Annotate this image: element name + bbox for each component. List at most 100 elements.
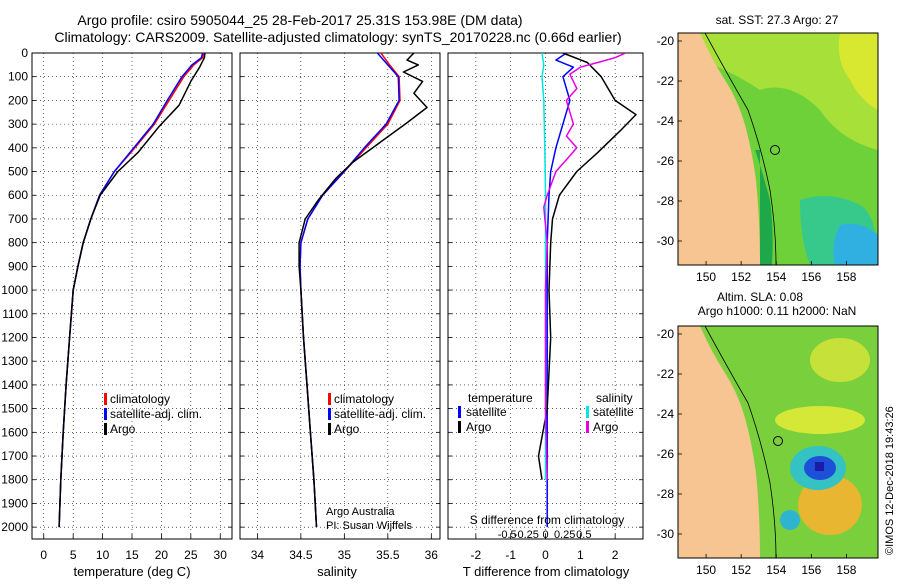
temperature-x-label: temperature (deg C) xyxy=(73,564,190,579)
salinity-legend: climatology satellite-adj. clim. Argo xyxy=(328,392,426,436)
sst-cold-patch xyxy=(833,223,878,265)
legend-s-satellite: satellite xyxy=(593,405,634,419)
legend-temperature-title: temperature xyxy=(468,391,533,405)
sla-depth-contour xyxy=(704,326,777,558)
depth-tick-label: 1700 xyxy=(1,449,28,463)
legend-swatch-s-satellite xyxy=(586,406,589,418)
depth-tick-label: 1100 xyxy=(2,307,28,321)
sst-map-title: sat. SST: 27.3 Argo: 27 xyxy=(716,13,839,27)
x-tick-label: 34 xyxy=(251,548,265,562)
salinity-panel: 34 34.5 35 35.5 36 salinity climatology sate… xyxy=(239,52,441,579)
x-tick-label: 25 xyxy=(184,548,198,562)
x-tick-label: 34.5 xyxy=(289,548,313,562)
title-line-1: Argo profile: csiro 5905044_25 28-Feb-20… xyxy=(77,12,522,28)
map-x-tick-label: 154 xyxy=(766,563,786,577)
map-x-tick-label: 156 xyxy=(801,270,821,284)
depth-tick-label: 100 xyxy=(8,70,28,84)
x-tick-label: 20 xyxy=(155,548,169,562)
legend-swatch-s-argo xyxy=(586,421,589,433)
series-argo xyxy=(298,53,428,528)
difference-legend-temperature: temperature satellite Argo xyxy=(458,391,533,434)
legend-salinity-title: salinity xyxy=(596,391,633,405)
difference-panel: -2 -1 0 1 2 -0.5-0.25 0 0.25 0.5 T difference f… xyxy=(447,52,644,579)
map-x-tick-label: 150 xyxy=(696,270,716,284)
depth-tick-label: 1800 xyxy=(1,473,28,487)
s-diff-tick-label: 0 xyxy=(542,529,548,541)
sla-map-title-1: Altim. SLA: 0.08 xyxy=(717,290,803,304)
x-tick-label: 10 xyxy=(96,548,110,562)
imos-watermark: ©IMOS 12-Dec-2018 19:43:26 xyxy=(884,406,896,555)
sla-map-title-2: Argo h1000: 0.11 h2000: NaN xyxy=(698,304,857,318)
series-s-argo xyxy=(543,53,626,480)
map-x-tick-label: 152 xyxy=(731,563,751,577)
salinity-x-label: salinity xyxy=(317,564,357,579)
map-y-tick-label: -26 xyxy=(657,447,675,461)
legend-swatch-argo xyxy=(104,423,107,435)
sla-orange xyxy=(798,475,862,535)
sla-low-2 xyxy=(780,510,800,530)
legend-satellite-adj: satellite-adj. clim. xyxy=(110,407,202,421)
map-y-tick-label: -30 xyxy=(657,234,675,248)
series-argo xyxy=(58,53,206,528)
x-tick-label: 15 xyxy=(125,548,139,562)
map-y-tick-label: -22 xyxy=(657,367,675,381)
legend-argo: Argo xyxy=(110,422,136,436)
x-tick-label: 0 xyxy=(542,548,549,562)
temperature-legend: climatology satellite-adj. clim. Argo xyxy=(104,392,202,436)
legend-swatch-climatology xyxy=(104,393,107,405)
map-y-tick-label: -26 xyxy=(657,154,675,168)
depth-tick-label: 800 xyxy=(8,236,28,250)
sla-map: Altim. SLA: 0.08 Argo h1000: 0.11 h2000:… xyxy=(657,290,879,577)
depth-tick-label: 1200 xyxy=(1,330,28,344)
x-tick-label: 35 xyxy=(338,548,352,562)
depth-tick-label: 1300 xyxy=(1,354,28,368)
depth-tick-label: 900 xyxy=(8,259,28,273)
s-diff-tick-label: -0.25 xyxy=(514,529,539,541)
legend-s-argo: Argo xyxy=(593,420,619,434)
legend-swatch-t-satellite xyxy=(458,406,461,418)
sst-coast-strip xyxy=(755,150,773,265)
depth-axis: 0 100 200 300 400 500 600 700 800 900 1000 1100 1200… xyxy=(1,46,28,534)
map-y-tick-label: -24 xyxy=(657,407,675,421)
map-x-tick-label: 158 xyxy=(836,270,856,284)
x-tick-label: 2 xyxy=(612,548,619,562)
depth-tick-label: 500 xyxy=(8,165,28,179)
x-tick-label: 30 xyxy=(214,548,228,562)
depth-tick-label: 300 xyxy=(8,117,28,131)
depth-tick-label: 1400 xyxy=(1,378,28,392)
sla-argo-location xyxy=(773,436,783,446)
x-tick-label: 35.5 xyxy=(376,548,400,562)
depth-tick-label: 1500 xyxy=(1,402,28,416)
s-diff-tick-label: -0.5 xyxy=(498,529,517,541)
legend-swatch-satellite xyxy=(104,408,107,420)
map-x-tick-label: 152 xyxy=(731,270,751,284)
legend-swatch-climatology xyxy=(328,393,331,405)
series-t-satellite xyxy=(546,53,575,528)
legend-t-satellite: satellite xyxy=(466,405,507,419)
sla-high-1 xyxy=(810,338,870,382)
temperature-panel: 0 5 10 15 20 25 30 temperature (deg C) climato… xyxy=(31,52,233,579)
difference-x-label: T difference from climatology xyxy=(463,564,630,579)
series-t-argo xyxy=(537,53,637,480)
sst-warm-patch xyxy=(700,33,878,150)
map-y-tick-label: -22 xyxy=(657,74,675,88)
depth-tick-label: 1600 xyxy=(1,425,28,439)
depth-tick-label: 2000 xyxy=(1,520,28,534)
sla-land xyxy=(678,326,760,558)
depth-tick-label: 400 xyxy=(8,141,28,155)
depth-tick-label: 600 xyxy=(8,188,28,202)
map-y-tick-label: -20 xyxy=(657,34,675,48)
legend-argo: Argo xyxy=(334,422,360,436)
sst-land xyxy=(678,33,760,265)
sst-map: sat. SST: 27.3 Argo: 27 150 152 154 156 158 … xyxy=(657,13,879,284)
x-tick-label: 36 xyxy=(425,548,439,562)
map-x-tick-label: 158 xyxy=(836,563,856,577)
map-y-tick-label: -24 xyxy=(657,114,675,128)
map-y-tick-label: -30 xyxy=(657,527,675,541)
map-y-tick-label: -28 xyxy=(657,194,675,208)
annotation-argo-australia: Argo Australia xyxy=(326,506,395,518)
map-x-tick-label: 150 xyxy=(696,563,716,577)
legend-swatch-satellite xyxy=(328,408,331,420)
legend-t-argo: Argo xyxy=(466,420,492,434)
sst-argo-location xyxy=(770,145,780,155)
